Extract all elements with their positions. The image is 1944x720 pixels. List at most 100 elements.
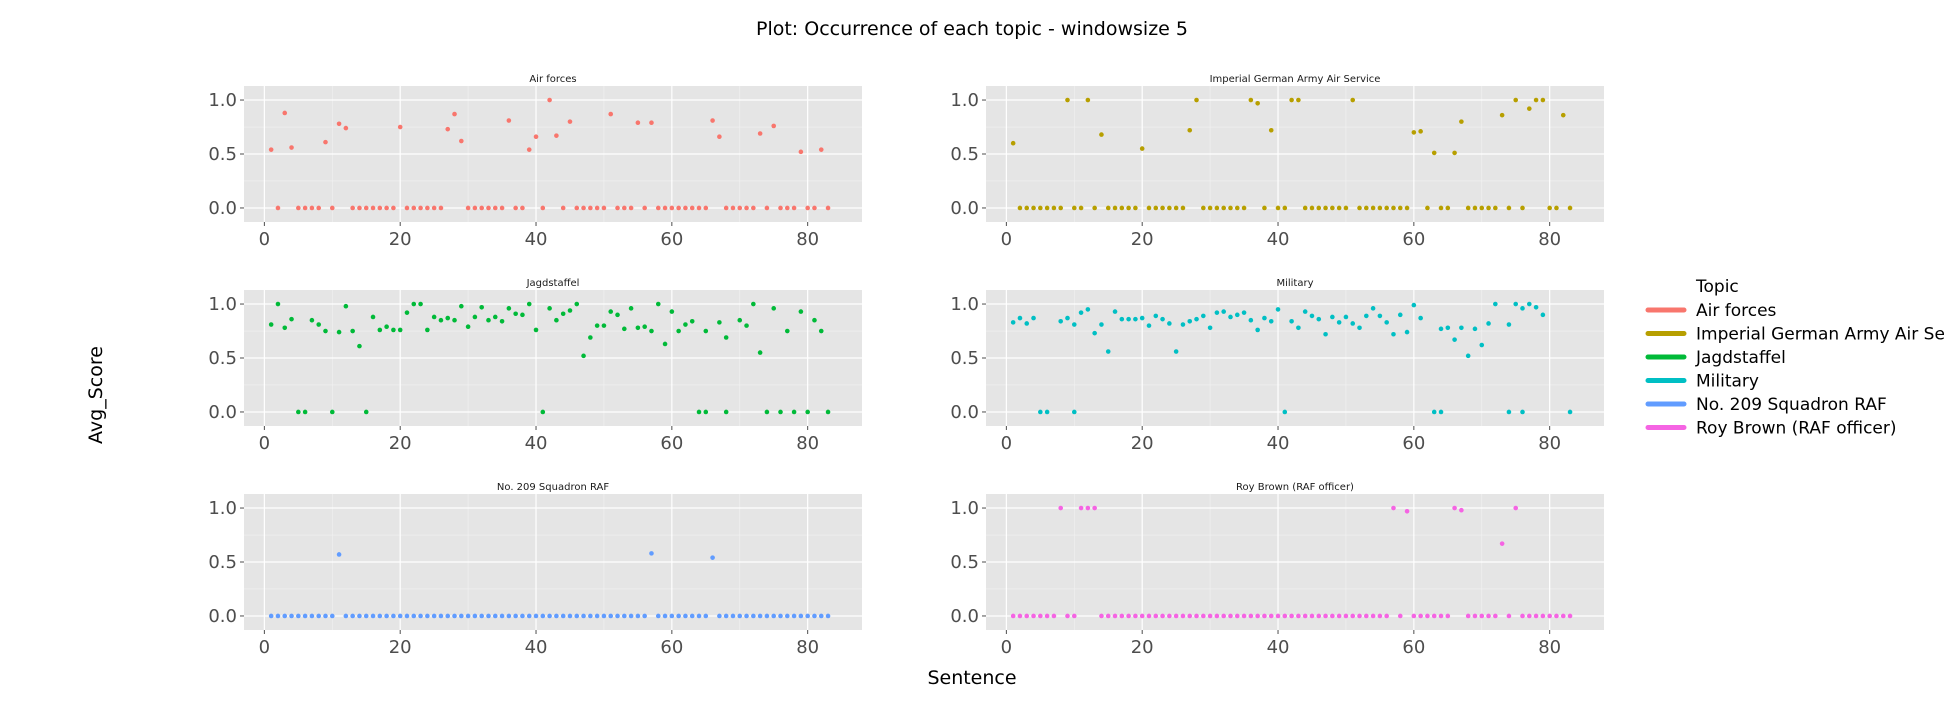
y-tick-label: 1.0 [950,90,979,111]
data-point [1438,613,1444,619]
data-point [1153,613,1159,619]
data-point [1316,613,1322,619]
data-point [1289,319,1294,324]
data-point [1146,613,1152,619]
data-point [1180,205,1186,211]
panel-title: Imperial German Army Air Service [1210,74,1381,85]
data-point [628,205,634,211]
data-point [615,312,620,318]
data-point [1105,205,1111,211]
data-point [608,309,614,314]
data-point [1506,205,1512,211]
x-tick-label: 80 [796,229,819,250]
data-point [1425,613,1430,619]
data-point [1126,316,1131,322]
data-point [798,309,804,314]
data-point [1486,205,1491,211]
data-point [588,205,593,211]
y-tick-label: 1.0 [208,498,237,519]
data-point [751,613,756,619]
data-point [1520,409,1525,415]
data-point [1139,613,1145,619]
data-point [472,314,478,320]
data-point [1547,613,1552,619]
data-point [1105,613,1111,619]
data-point [1418,315,1423,321]
data-point [1560,613,1566,619]
data-point [370,613,376,619]
data-point [730,613,736,619]
data-point [1302,205,1308,211]
data-point [1031,205,1036,211]
data-point [825,205,831,211]
x-tick-label: 0 [1001,433,1012,454]
data-point [805,409,810,415]
data-point [689,319,695,324]
panel-jagdstaffel: Jagdstaffel 0 20 40 60 80 0.0 0.5 1.0 [208,278,862,454]
data-point [486,613,491,619]
data-point [1465,613,1471,619]
data-point [492,205,498,211]
data-point [1465,353,1471,359]
data-point [1214,205,1220,211]
data-point [696,613,702,619]
data-point [818,613,824,619]
data-point [411,205,417,211]
data-point [1370,613,1376,619]
data-point [1180,322,1186,327]
data-point [1234,312,1240,318]
data-point [1472,326,1478,332]
data-point [404,613,410,619]
y-tick-label: 0.5 [950,144,979,165]
data-point [404,310,410,315]
data-point [465,205,471,211]
data-point [506,306,512,311]
data-point [1336,205,1342,211]
data-point [1479,613,1485,619]
data-point [1085,505,1091,511]
data-point [601,205,607,211]
data-point [635,613,641,619]
data-point [1289,97,1294,103]
data-point [1296,97,1301,103]
data-point [1207,325,1213,331]
data-point [1058,319,1064,324]
legend-label-imperial-german-army-air-service: Imperial German Army Air Service [1696,325,1944,345]
x-tick-label: 80 [1538,637,1561,658]
data-point [1038,409,1043,415]
data-point [744,205,749,211]
data-point [1065,315,1070,321]
data-point [717,613,722,619]
data-point [296,409,301,415]
data-point [289,316,294,322]
data-point [696,409,702,415]
data-point [357,343,362,349]
data-point [669,613,675,619]
data-point [567,119,573,124]
data-point [1520,306,1525,311]
data-point [703,613,709,619]
data-point [1194,613,1199,619]
data-point [1431,150,1437,156]
data-point [1044,613,1050,619]
data-point [499,205,505,211]
data-point [1296,325,1301,331]
data-point [1411,302,1417,308]
data-point [1377,313,1383,319]
data-point [1051,613,1057,619]
data-point [1268,613,1274,619]
data-point [1065,613,1070,619]
data-point [1024,613,1030,619]
data-point [1085,307,1091,312]
data-point [1330,314,1335,320]
data-point [1262,315,1267,321]
data-point [567,613,573,619]
data-point [1241,310,1247,315]
data-point [282,325,288,331]
data-point [1323,205,1328,211]
data-point [547,97,552,103]
data-point [622,613,627,619]
data-point [1526,106,1532,111]
data-point [1445,205,1451,211]
x-tick-label: 40 [1267,637,1290,658]
